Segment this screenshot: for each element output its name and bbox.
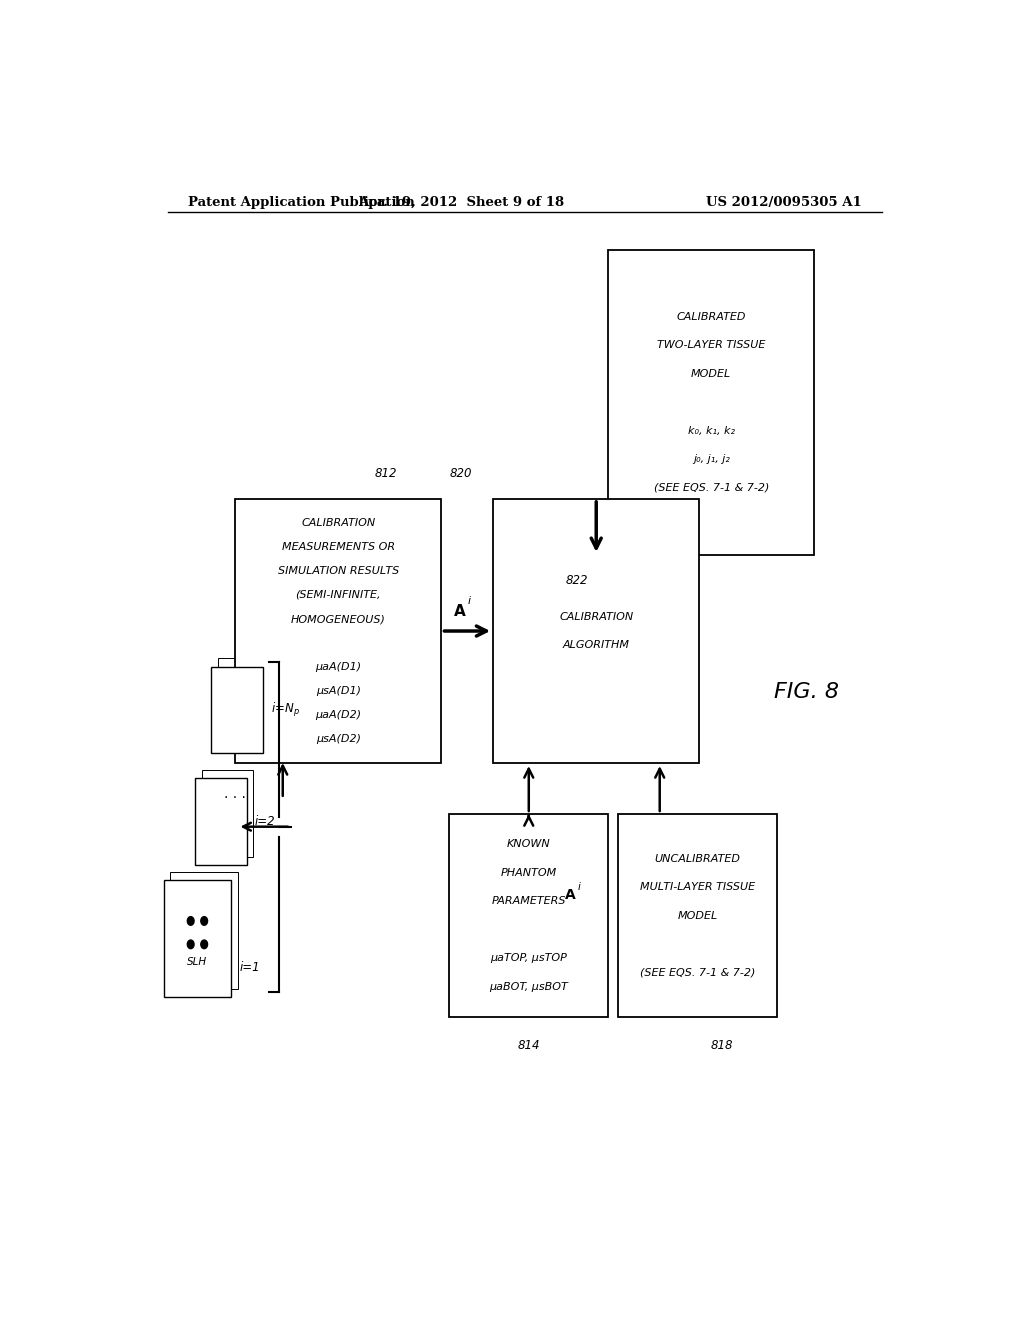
Text: i: i xyxy=(468,595,471,606)
Text: i: i xyxy=(578,882,581,892)
Text: (SEE EQS. 7-1 & 7-2): (SEE EQS. 7-1 & 7-2) xyxy=(653,483,769,492)
Bar xyxy=(450,814,608,1018)
Bar xyxy=(164,880,231,997)
Text: TWO-LAYER TISSUE: TWO-LAYER TISSUE xyxy=(657,341,766,350)
Circle shape xyxy=(201,916,208,925)
Text: US 2012/0095305 A1: US 2012/0095305 A1 xyxy=(707,195,862,209)
Text: ALGORITHM: ALGORITHM xyxy=(563,640,630,651)
Text: SLH: SLH xyxy=(187,957,208,966)
Circle shape xyxy=(187,940,195,949)
Text: Apr. 19, 2012  Sheet 9 of 18: Apr. 19, 2012 Sheet 9 of 18 xyxy=(358,195,564,209)
Text: CALIBRATED: CALIBRATED xyxy=(677,312,746,322)
Circle shape xyxy=(201,940,208,949)
Bar xyxy=(202,771,253,857)
Bar xyxy=(170,873,238,989)
Text: i=2: i=2 xyxy=(255,816,275,828)
Text: KNOWN: KNOWN xyxy=(507,840,551,850)
Text: i=1: i=1 xyxy=(240,961,260,974)
Text: CALIBRATION: CALIBRATION xyxy=(301,517,376,528)
Text: $\mathbf{A}$: $\mathbf{A}$ xyxy=(453,603,467,619)
Text: HOMOGENEOUS): HOMOGENEOUS) xyxy=(291,614,386,624)
Text: PHANTOM: PHANTOM xyxy=(501,869,557,878)
Circle shape xyxy=(187,916,195,925)
Text: 812: 812 xyxy=(375,467,397,480)
Text: k₀, k₁, k₂: k₀, k₁, k₂ xyxy=(688,426,735,436)
Text: μaBOT, μsBOT: μaBOT, μsBOT xyxy=(489,982,568,991)
Text: MODEL: MODEL xyxy=(691,368,731,379)
Bar xyxy=(618,814,777,1018)
Text: SIMULATION RESULTS: SIMULATION RESULTS xyxy=(278,566,399,576)
Text: UNCALIBRATED: UNCALIBRATED xyxy=(654,854,740,863)
Bar xyxy=(608,249,814,554)
Text: MODEL: MODEL xyxy=(678,911,718,920)
Text: μsA(D1): μsA(D1) xyxy=(315,686,360,696)
Text: μaTOP, μsTOP: μaTOP, μsTOP xyxy=(490,953,567,964)
Text: 814: 814 xyxy=(517,1039,540,1052)
Text: FIG. 8: FIG. 8 xyxy=(774,682,839,702)
Bar xyxy=(211,667,263,752)
Bar xyxy=(494,499,699,763)
Text: PARAMETERS: PARAMETERS xyxy=(492,896,566,907)
Text: CALIBRATION: CALIBRATION xyxy=(559,611,634,622)
Bar xyxy=(218,659,269,744)
Text: . . .: . . . xyxy=(224,787,246,801)
Text: (SEMI-INFINITE,: (SEMI-INFINITE, xyxy=(296,590,381,601)
Text: MEASUREMENTS OR: MEASUREMENTS OR xyxy=(282,543,395,552)
Text: j₀, j₁, j₂: j₀, j₁, j₂ xyxy=(693,454,730,465)
Text: μsA(D2): μsA(D2) xyxy=(315,734,360,744)
Text: MULTI-LAYER TISSUE: MULTI-LAYER TISSUE xyxy=(640,882,756,892)
Text: 818: 818 xyxy=(711,1039,733,1052)
Text: i=N$_p$: i=N$_p$ xyxy=(270,701,300,719)
Text: $\mathbf{A}$: $\mathbf{A}$ xyxy=(564,888,578,903)
Text: 820: 820 xyxy=(451,467,472,480)
Bar xyxy=(236,499,441,763)
Text: μaA(D2): μaA(D2) xyxy=(315,710,361,721)
Bar xyxy=(196,779,247,865)
Text: Patent Application Publication: Patent Application Publication xyxy=(187,195,415,209)
Text: 822: 822 xyxy=(565,574,588,586)
Text: μaA(D1): μaA(D1) xyxy=(315,663,361,672)
Text: (SEE EQS. 7-1 & 7-2): (SEE EQS. 7-1 & 7-2) xyxy=(640,968,756,978)
